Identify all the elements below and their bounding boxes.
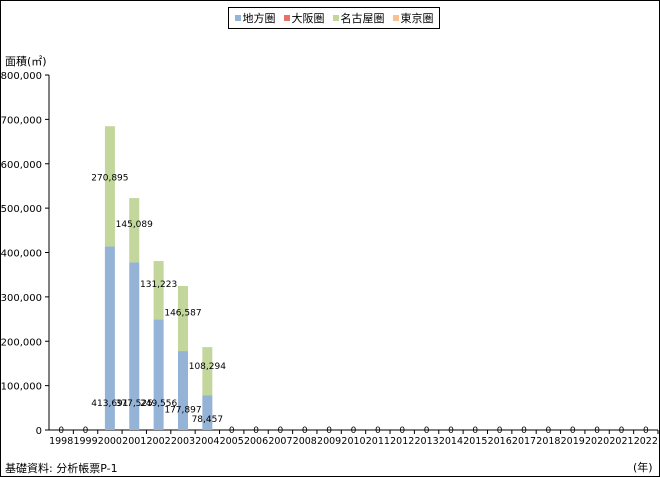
legend-swatch: [283, 15, 290, 21]
x-tick-label: 2016: [488, 436, 512, 447]
x-tick-label: 2010: [341, 436, 365, 447]
bar-segment: [202, 395, 213, 430]
source-note: 基礎資料: 分析帳票P-1: [5, 462, 118, 475]
y-tick-label: 300,000: [1, 293, 42, 304]
zero-data-label: 0: [399, 426, 405, 436]
bar-segment: [177, 286, 188, 352]
x-tick-label: 1998: [49, 436, 73, 447]
y-tick-label: 500,000: [1, 204, 42, 215]
legend-swatch: [332, 15, 339, 21]
data-label: 78,457: [192, 415, 224, 425]
zero-data-label: 0: [58, 426, 64, 436]
data-label: 145,089: [116, 220, 153, 230]
bar-segment: [177, 351, 188, 430]
x-tick-label: 2005: [220, 436, 244, 447]
x-tick-label: 2017: [512, 436, 536, 447]
zero-data-label: 0: [594, 426, 600, 436]
x-tick-label: 2004: [195, 436, 219, 447]
data-label: 108,294: [189, 362, 226, 372]
y-tick-label: 600,000: [1, 160, 42, 171]
zero-data-label: 0: [253, 426, 259, 436]
zero-data-label: 0: [83, 426, 89, 436]
zero-data-label: 0: [326, 426, 332, 436]
x-tick-label: 2002: [147, 436, 171, 447]
x-tick-label: 2008: [293, 436, 317, 447]
zero-data-label: 0: [302, 426, 308, 436]
zero-data-label: 0: [448, 426, 454, 436]
zero-data-label: 0: [521, 426, 527, 436]
x-tick-label: 2011: [366, 436, 390, 447]
x-tick-label: 2003: [171, 436, 195, 447]
data-label: 377,525: [116, 399, 153, 409]
zero-data-label: 0: [472, 426, 478, 436]
zero-data-label: 0: [643, 426, 649, 436]
zero-data-label: 0: [351, 426, 357, 436]
x-tick-label: 2001: [122, 436, 146, 447]
x-tick-label: 2006: [244, 436, 268, 447]
legend-item: 地方圏: [234, 10, 276, 26]
zero-data-label: 0: [619, 426, 625, 436]
x-tick-label: 2007: [268, 436, 292, 447]
x-tick-label: 2012: [390, 436, 414, 447]
y-tick-label: 200,000: [1, 337, 42, 348]
legend-swatch: [392, 15, 399, 21]
legend-label: 名古屋圏: [340, 12, 385, 25]
legend-swatch: [234, 15, 241, 21]
zero-data-label: 0: [375, 426, 381, 436]
bar-segment: [202, 347, 213, 396]
data-label: 177,897: [164, 406, 201, 416]
x-tick-label: 2013: [414, 436, 438, 447]
y-axis-label: 面積(㎡): [5, 55, 47, 68]
x-tick-label: 2021: [609, 436, 633, 447]
bar-segment: [104, 246, 115, 430]
zero-data-label: 0: [497, 426, 503, 436]
data-label: 270,895: [91, 173, 128, 183]
legend-item: 東京圏: [392, 10, 434, 26]
bar-segment: [104, 126, 115, 247]
zero-data-label: 0: [229, 426, 235, 436]
x-tick-label: 2009: [317, 436, 341, 447]
x-tick-label: 2000: [98, 436, 122, 447]
x-tick-label: 2020: [585, 436, 609, 447]
legend-item: 大阪圏: [283, 10, 325, 26]
legend-label: 東京圏: [400, 12, 434, 25]
x-axis-unit: (年): [633, 461, 653, 474]
zero-data-label: 0: [424, 426, 430, 436]
legend-label: 地方圏: [242, 12, 276, 25]
legend-label: 大阪圏: [291, 12, 325, 25]
bar-segment: [153, 261, 164, 320]
zero-data-label: 0: [570, 426, 576, 436]
data-label: 249,556: [140, 399, 177, 409]
y-tick-label: 0: [36, 426, 42, 437]
data-label: 413,691: [91, 399, 128, 409]
legend-item: 名古屋圏: [332, 10, 385, 26]
y-tick-label: 700,000: [1, 115, 42, 126]
x-tick-label: 2019: [561, 436, 585, 447]
x-tick-label: 2014: [439, 436, 463, 447]
x-tick-label: 2022: [634, 436, 658, 447]
data-label: 146,587: [164, 308, 201, 318]
y-tick-label: 800,000: [1, 71, 42, 82]
zero-data-label: 0: [278, 426, 284, 436]
y-tick-label: 400,000: [1, 249, 42, 260]
bar-segment: [129, 198, 140, 263]
data-label: 131,223: [140, 280, 177, 290]
x-tick-label: 2018: [536, 436, 560, 447]
x-tick-label: 2015: [463, 436, 487, 447]
y-tick-label: 100,000: [1, 382, 42, 393]
legend: 地方圏 大阪圏 名古屋圏 東京圏: [228, 7, 440, 29]
zero-data-label: 0: [546, 426, 552, 436]
bar-segment: [153, 319, 164, 430]
bar-segment: [129, 262, 140, 430]
x-tick-label: 1999: [73, 436, 97, 447]
